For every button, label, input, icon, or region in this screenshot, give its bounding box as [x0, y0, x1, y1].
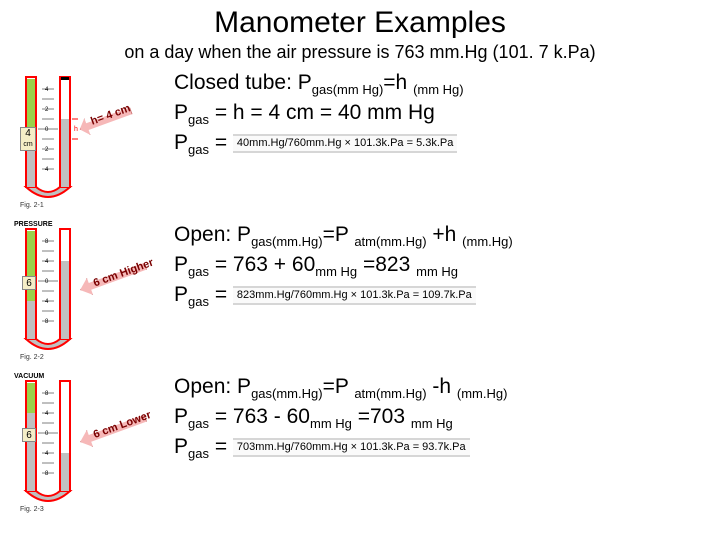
svg-text:8: 8	[45, 239, 49, 245]
svg-text:4: 4	[45, 167, 49, 173]
diagram-open-lower: VACUUM 8 4 0 4 8 6 Fig. 2-3	[8, 373, 88, 513]
svg-text:h: h	[74, 126, 78, 133]
diagram-open-higher: PRESSURE 8 4 0 4 8 6 Fig. 2-2	[8, 221, 88, 361]
section-open-lower: VACUUM 8 4 0 4 8 6 Fig. 2-3 6 cm Lower	[0, 373, 720, 521]
height-box-3: 6	[22, 428, 36, 442]
svg-text:4: 4	[45, 87, 49, 93]
top-label-2: PRESSURE	[14, 221, 53, 228]
svg-text:4: 4	[45, 299, 49, 305]
equations-1: Closed tube: Pgas(mm Hg)=h (mm Hg) Pgas …	[168, 69, 464, 159]
arrow-label-3: 6 cm Lower	[92, 409, 153, 441]
svg-text:0: 0	[45, 279, 49, 285]
arrow-label-1: h= 4 cm	[89, 102, 132, 127]
eq3-line1: Open: Pgas(mm.Hg)=P atm(mm.Hg) -h (mm.Hg…	[174, 373, 507, 403]
svg-text:8: 8	[45, 471, 49, 477]
section-closed: 4 2 0 2 4 h 4cm Fig. 2-1 h= 4 cm Closed tu…	[0, 69, 720, 217]
fig-caption-3: Fig. 2-3	[20, 506, 44, 513]
svg-text:4: 4	[45, 411, 49, 417]
height-box-2: 6	[22, 276, 36, 290]
equations-3: Open: Pgas(mm.Hg)=P atm(mm.Hg) -h (mm.Hg…	[168, 373, 507, 463]
fig-caption-2: Fig. 2-2	[20, 354, 44, 361]
eq2-line3: Pgas = 823mm.Hg/760mm.Hg × 101.3k.Pa = 1…	[174, 281, 513, 311]
svg-text:8: 8	[45, 391, 49, 397]
section-open-higher: PRESSURE 8 4 0 4 8 6 Fig. 2-2 6 cm Higher	[0, 221, 720, 369]
svg-text:2: 2	[45, 107, 49, 113]
equations-2: Open: Pgas(mm.Hg)=P atm(mm.Hg) +h (mm.Hg…	[168, 221, 513, 311]
fig-caption-1: Fig. 2-1	[20, 202, 44, 209]
subtitle: on a day when the air pressure is 763 mm…	[0, 40, 720, 69]
eq3-line2: Pgas = 763 - 60mm Hg =703 mm Hg	[174, 403, 507, 433]
top-label-3: VACUUM	[14, 373, 44, 380]
arrow-label-2: 6 cm Higher	[92, 257, 155, 290]
svg-text:0: 0	[45, 127, 49, 133]
svg-text:8: 8	[45, 319, 49, 325]
page-title: Manometer Examples	[0, 0, 720, 40]
svg-text:4: 4	[45, 259, 49, 265]
diagram-closed: 4 2 0 2 4 h 4cm Fig. 2-1	[8, 69, 88, 209]
height-box-1: 4cm	[20, 127, 36, 151]
eq3-line3: Pgas = 703mm.Hg/760mm.Hg × 101.3k.Pa = 9…	[174, 433, 507, 463]
eq1-line2: Pgas = h = 4 cm = 40 mm Hg	[174, 99, 464, 129]
eq1-line1: Closed tube: Pgas(mm Hg)=h (mm Hg)	[174, 69, 464, 99]
eq2-line1: Open: Pgas(mm.Hg)=P atm(mm.Hg) +h (mm.Hg…	[174, 221, 513, 251]
eq1-line3: Pgas = 40mm.Hg/760mm.Hg × 101.3k.Pa = 5.…	[174, 129, 464, 159]
eq2-line2: Pgas = 763 + 60mm Hg =823 mm Hg	[174, 251, 513, 281]
svg-text:2: 2	[45, 147, 49, 153]
svg-text:0: 0	[45, 431, 49, 437]
svg-text:4: 4	[45, 451, 49, 457]
